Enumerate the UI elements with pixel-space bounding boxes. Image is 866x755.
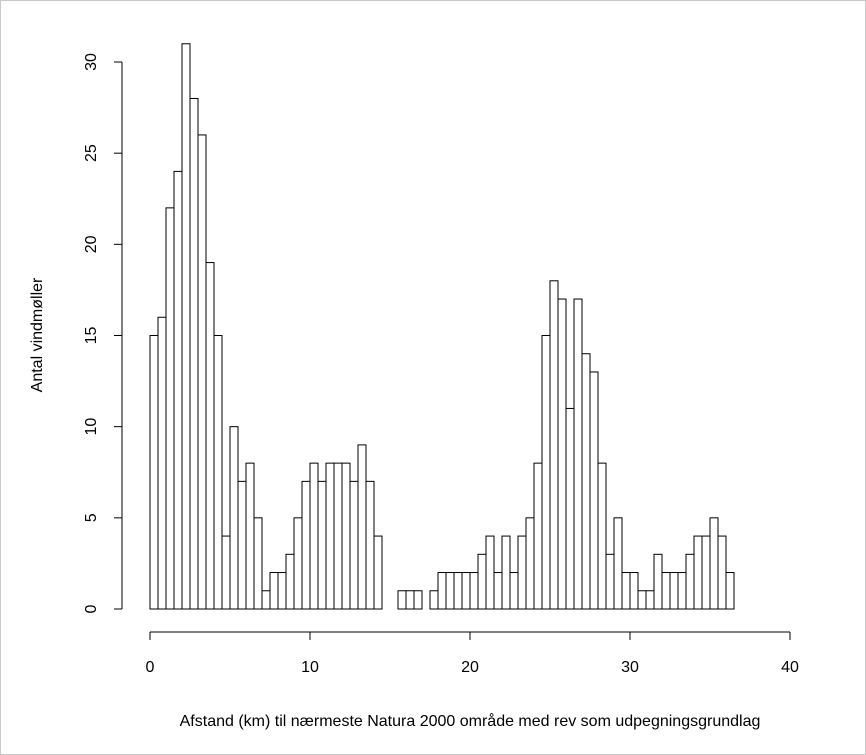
x-tick-label: 30 bbox=[621, 659, 639, 676]
bar bbox=[165, 207, 175, 610]
bar bbox=[533, 462, 543, 610]
bar bbox=[597, 462, 607, 610]
bar bbox=[237, 480, 247, 610]
bar bbox=[565, 407, 575, 610]
bar bbox=[573, 298, 583, 610]
bar bbox=[453, 572, 463, 610]
bar bbox=[709, 517, 719, 610]
bar bbox=[333, 462, 343, 610]
bar bbox=[461, 572, 471, 610]
bar bbox=[181, 43, 191, 610]
bar bbox=[301, 480, 311, 610]
bar bbox=[581, 353, 591, 610]
bar bbox=[485, 535, 495, 610]
bar bbox=[245, 462, 255, 610]
bar bbox=[605, 553, 615, 610]
bar bbox=[309, 462, 319, 610]
bar bbox=[725, 572, 735, 610]
bar bbox=[269, 572, 279, 610]
x-tick-label: 0 bbox=[146, 659, 155, 676]
bar bbox=[501, 535, 511, 610]
y-axis-label: Antal vindmøller bbox=[29, 277, 46, 392]
bar bbox=[205, 262, 215, 610]
bar bbox=[677, 572, 687, 610]
bar bbox=[701, 535, 711, 610]
bar bbox=[221, 535, 231, 610]
bar bbox=[685, 553, 695, 610]
y-tick-label: 5 bbox=[83, 513, 100, 522]
x-axis-label: Afstand (km) til nærmeste Natura 2000 om… bbox=[180, 712, 761, 730]
bar bbox=[653, 553, 663, 610]
bar bbox=[629, 572, 639, 610]
bar bbox=[437, 572, 447, 610]
bar bbox=[613, 517, 623, 610]
bar bbox=[493, 572, 503, 610]
bar bbox=[365, 480, 375, 610]
bar bbox=[325, 462, 335, 610]
x-tick-label: 10 bbox=[301, 659, 319, 676]
bar bbox=[469, 572, 479, 610]
y-tick-label: 30 bbox=[83, 53, 100, 71]
y-tick-label: 10 bbox=[83, 418, 100, 436]
bar bbox=[277, 572, 287, 610]
bar bbox=[477, 553, 487, 610]
bar bbox=[517, 535, 527, 610]
bar bbox=[445, 572, 455, 610]
bar bbox=[429, 590, 439, 610]
bar bbox=[229, 426, 239, 610]
bar bbox=[349, 480, 359, 610]
bar bbox=[621, 572, 631, 610]
bar bbox=[669, 572, 679, 610]
bar bbox=[149, 335, 159, 610]
bar bbox=[373, 535, 383, 610]
bar bbox=[525, 517, 535, 610]
y-tick-label: 15 bbox=[83, 327, 100, 345]
bar bbox=[213, 335, 223, 610]
bar bbox=[317, 480, 327, 610]
bar bbox=[557, 298, 567, 610]
bar bbox=[693, 535, 703, 610]
bar bbox=[285, 553, 295, 610]
bar bbox=[253, 517, 263, 610]
bar bbox=[661, 572, 671, 610]
y-tick-label: 0 bbox=[83, 604, 100, 613]
bar bbox=[293, 517, 303, 610]
bar bbox=[405, 590, 415, 610]
x-tick-label: 40 bbox=[781, 659, 799, 676]
bar bbox=[541, 335, 551, 610]
bar bbox=[341, 462, 351, 610]
bar bbox=[413, 590, 423, 610]
bar bbox=[397, 590, 407, 610]
bar bbox=[197, 134, 207, 610]
y-tick-label: 25 bbox=[83, 144, 100, 162]
bar bbox=[637, 590, 647, 610]
bar bbox=[157, 316, 167, 610]
bar bbox=[261, 590, 271, 610]
bar bbox=[189, 97, 199, 610]
bar bbox=[589, 371, 599, 610]
x-tick-label: 20 bbox=[461, 659, 479, 676]
bar bbox=[173, 170, 183, 610]
bar bbox=[549, 280, 559, 610]
bar bbox=[509, 572, 519, 610]
bar bbox=[717, 535, 727, 610]
bar bbox=[645, 590, 655, 610]
y-tick-label: 20 bbox=[83, 235, 100, 253]
bar bbox=[357, 444, 367, 610]
